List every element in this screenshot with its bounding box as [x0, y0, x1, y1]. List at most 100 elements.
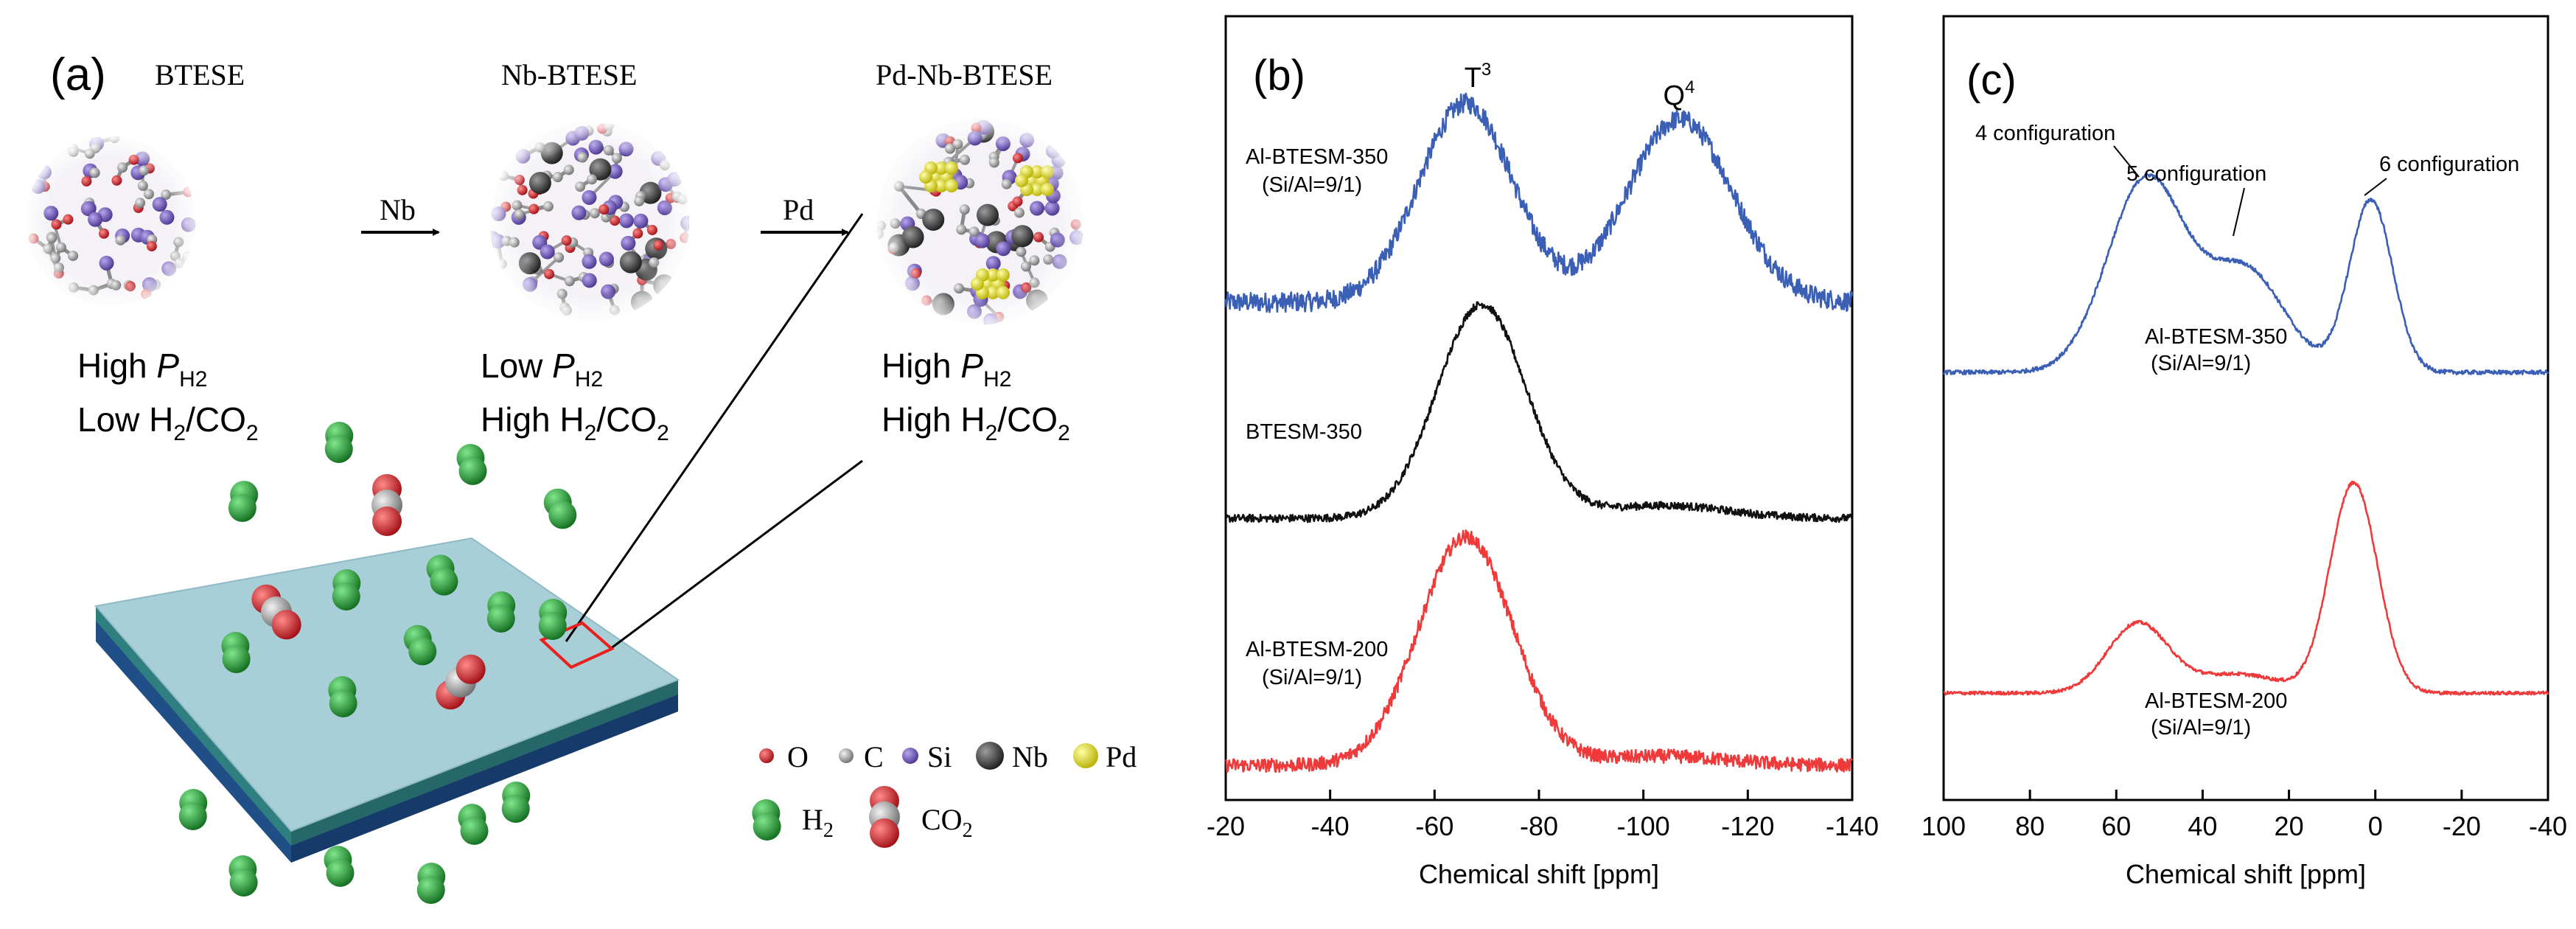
peak-label-t3: T3	[1465, 60, 1492, 94]
hydrogen-atom	[461, 817, 489, 845]
btese-selectivity: Low H2/CO2	[77, 400, 259, 445]
legend-c-marker	[839, 748, 854, 763]
legend-si-marker	[902, 748, 918, 764]
panel-a-label: (a)	[50, 49, 106, 100]
hydrogen-atom	[548, 501, 576, 529]
panel-a: (a) BTESE Nb-BTESE Pd-Nb-BTESE Nb Pd Hig…	[26, 49, 1137, 904]
nb-btese-selectivity: High H2/CO2	[481, 400, 669, 445]
hydrogen-atom	[228, 494, 256, 522]
panel-c-tick-label: 60	[2101, 811, 2131, 841]
legend-co2-marker	[869, 786, 900, 848]
legend-c: C	[864, 740, 884, 773]
panel-b-label: (b)	[1253, 52, 1305, 100]
panel-c-tick-label: 0	[2368, 811, 2383, 841]
hydrogen-atom	[430, 568, 458, 596]
arrow-nb-label: Nb	[380, 193, 416, 226]
panel-b-tick-label: -100	[1617, 811, 1670, 841]
legend-pd-marker	[1073, 743, 1098, 768]
series-label-al-btesm-350: Al-BTESM-350	[2145, 325, 2287, 349]
panel-c-tick-label: -40	[2529, 811, 2567, 841]
panel-c-series	[1944, 173, 2548, 695]
nb-btese-structure	[485, 120, 695, 321]
structure-fade	[490, 122, 689, 321]
oxygen-atom	[870, 818, 899, 848]
structure-title-nb-btese: Nb-BTESE	[501, 58, 637, 91]
hydrogen-atom	[223, 645, 251, 673]
hydrogen-atom	[539, 612, 567, 640]
legend-nb: Nb	[1012, 740, 1048, 773]
arrow-pd-label: Pd	[783, 193, 814, 226]
oxygen-atom	[372, 507, 402, 536]
oxygen-atom	[456, 655, 486, 684]
legend-pd: Pd	[1106, 740, 1137, 773]
legend-co2: CO2	[921, 803, 973, 842]
panel-b-tick-label: -40	[1311, 811, 1350, 841]
panel-c-annotations: 4 configuration 5 configuration 6 config…	[1975, 122, 2519, 236]
hydrogen-atom	[459, 457, 487, 485]
oxygen-atom	[272, 610, 301, 639]
annotation-4-configuration: 4 configuration	[1975, 122, 2115, 145]
panel-b-tick-label: -20	[1207, 811, 1245, 841]
series-label-al-btesm-200: Al-BTESM-200	[1246, 638, 1388, 661]
hydrogen-atom	[502, 795, 530, 823]
hydrogen-atom	[332, 582, 360, 610]
legend-nb-marker	[976, 742, 1004, 770]
spectrum-btesm-350-panel-b	[1226, 302, 1852, 522]
structure-title-pd-nb-btese: Pd-Nb-BTESE	[876, 58, 1053, 91]
panel-c-tick-label: 80	[2015, 811, 2045, 841]
spectrum-al-btesm-350-panel-b	[1226, 94, 1852, 312]
panel-b-tick-label: -140	[1826, 811, 1879, 841]
hydrogen-atom	[417, 876, 445, 904]
panel-b: (b) -20 -40 -60 -80 -100 -120 -140 Chemical sh…	[1207, 16, 1879, 889]
panel-c-tick-label: 20	[2275, 811, 2304, 841]
peak-label-q4: Q4	[1664, 77, 1695, 111]
legend-o: O	[787, 740, 809, 773]
structure-title-btese: BTESE	[155, 58, 245, 91]
hydrogen-atom	[327, 859, 355, 887]
hydrogen-atom	[325, 435, 353, 463]
hydrogen-atom	[487, 605, 515, 633]
annotation-5-configuration: 5 configuration	[2126, 162, 2266, 186]
legend-h2: H2	[802, 803, 834, 842]
series-note-al-btesm-200: (Si/Al=9/1)	[2151, 716, 2251, 740]
annotation-6-configuration: 6 configuration	[2379, 153, 2519, 176]
legend-si: Si	[927, 740, 952, 773]
series-note-al-btesm-350: (Si/Al=9/1)	[1262, 173, 1362, 197]
panel-b-x-axis: -20 -40 -60 -80 -100 -120 -140	[1207, 790, 1879, 841]
hydrogen-atom	[230, 869, 258, 897]
panel-c-tick-label: 40	[2188, 811, 2217, 841]
panel-c-tick-label: 100	[1921, 811, 1966, 841]
panel-b-tick-label: -120	[1721, 811, 1774, 841]
btese-permeance: High PH2	[77, 347, 207, 392]
pd-nb-btese-permeance: High PH2	[882, 347, 1011, 392]
series-label-al-btesm-350: Al-BTESM-350	[1246, 145, 1388, 169]
atom-legend: O C Si Nb Pd H2 CO2	[752, 740, 1137, 848]
hydrogen-atom	[329, 689, 357, 717]
annotation-6-leader	[2364, 178, 2387, 195]
structure-fade	[26, 136, 195, 306]
zoom-line-bottom	[610, 461, 862, 649]
series-note-al-btesm-200: (Si/Al=9/1)	[1262, 666, 1362, 689]
pd-nb-btese-selectivity: High H2/CO2	[882, 400, 1070, 445]
series-note-al-btesm-350: (Si/Al=9/1)	[2151, 352, 2251, 375]
btese-structure	[26, 133, 196, 306]
annotation-5-leader	[2233, 188, 2244, 236]
panel-c-label: (c)	[1966, 56, 2017, 104]
series-label-btesm-350: BTESM-350	[1246, 420, 1362, 444]
structure-properties: High PH2 Low H2/CO2 Low PH2 High H2/CO2 …	[77, 347, 1070, 445]
legend-h2-marker	[752, 799, 781, 841]
legend-o-marker	[759, 748, 774, 763]
panel-b-tick-label: -80	[1520, 811, 1558, 841]
spectrum-al-btesm-200-panel-c	[1944, 481, 2548, 695]
hydrogen-atom	[753, 813, 781, 841]
panel-b-tick-label: -60	[1415, 811, 1453, 841]
series-label-al-btesm-200: Al-BTESM-200	[2145, 689, 2287, 713]
hydrogen-atom	[179, 802, 207, 830]
panel-b-xlabel: Chemical shift [ppm]	[1419, 859, 1659, 889]
pd-nb-btese-structure	[873, 118, 1084, 328]
panel-c-tick-label: -20	[2443, 811, 2481, 841]
panel-c-xlabel: Chemical shift [ppm]	[2126, 859, 2366, 889]
nb-btese-permeance: Low PH2	[481, 347, 603, 392]
